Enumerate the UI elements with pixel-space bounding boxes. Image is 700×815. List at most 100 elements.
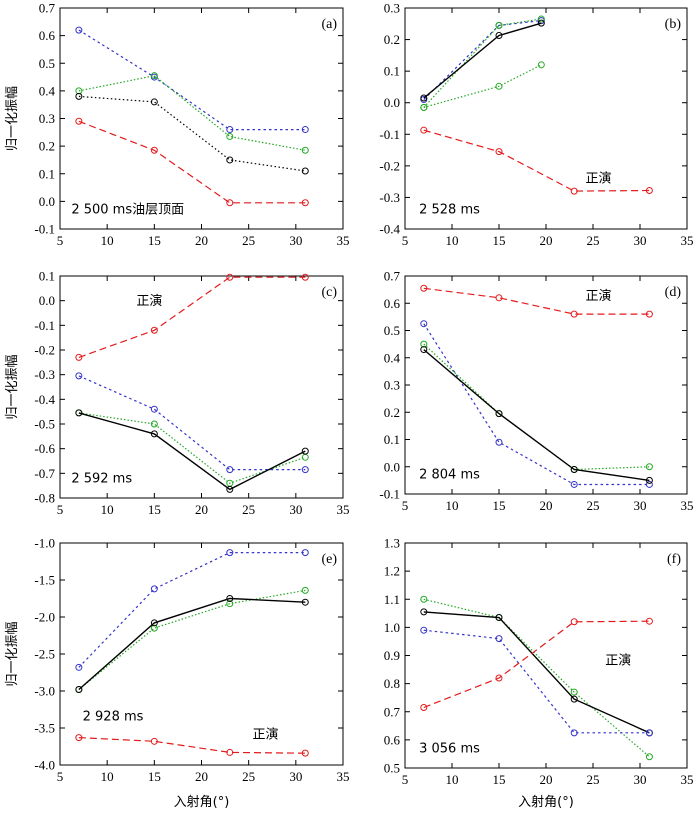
y-tick-label: 0.2	[39, 139, 55, 154]
series-line	[423, 598, 650, 758]
series-line	[423, 64, 542, 108]
panel-label: (c)	[321, 285, 337, 300]
data-point	[570, 187, 578, 195]
data-point	[537, 19, 545, 27]
x-tick-label: 30	[289, 502, 302, 517]
data-point	[75, 734, 83, 742]
data-point	[150, 405, 158, 413]
panel-label: (a)	[321, 17, 337, 32]
panel-a: 5 10 15 20 25 30 35 -0.1 0.0 0.1 0.2 0.3 0.4 0.5 0.6 0.…	[5, 1, 350, 249]
data-point	[150, 619, 158, 627]
series-line	[423, 129, 650, 192]
data-point	[226, 600, 234, 608]
y-tick-label: 0.7	[39, 1, 56, 16]
x-tick-label: 30	[634, 772, 647, 787]
forward-model-label: 正演	[585, 288, 611, 304]
y-tick-label: 0.7	[384, 269, 401, 284]
x-tick-label: 10	[101, 769, 114, 784]
x-tick-label: 15	[493, 233, 506, 248]
y-tick-label: -0.1	[379, 487, 400, 502]
series-line	[78, 551, 306, 668]
y-tick-label: 0.6	[384, 296, 401, 311]
x-axis-label: 入射角(°)	[174, 794, 230, 810]
x-tick-label: 25	[587, 772, 600, 787]
plot-frame	[59, 275, 344, 499]
x-tick-label: 10	[446, 233, 459, 248]
data-point	[495, 148, 503, 156]
data-point	[420, 704, 428, 712]
data-point	[537, 15, 545, 23]
x-tick-label: 30	[634, 498, 647, 513]
y-tick-label: -1.0	[34, 536, 55, 551]
data-point	[420, 94, 428, 102]
x-tick-label: 10	[101, 233, 114, 248]
data-point	[75, 686, 83, 694]
data-point	[570, 695, 578, 703]
forward-model-label: 正演	[585, 171, 611, 187]
x-tick-label: 25	[242, 769, 255, 784]
data-point	[150, 146, 158, 154]
series-line	[78, 120, 306, 204]
y-tick-label: -0.5	[34, 417, 55, 432]
x-tick-label: 25	[242, 502, 255, 517]
x-tick-label: 35	[681, 233, 694, 248]
series-line	[423, 620, 650, 709]
data-point	[570, 688, 578, 696]
x-tick-label: 20	[540, 772, 553, 787]
y-tick-label: 0.2	[384, 405, 400, 420]
x-tick-label: 35	[337, 769, 350, 784]
series-line	[423, 18, 542, 108]
y-tick-label: 0.6	[39, 28, 56, 43]
data-point	[226, 132, 234, 140]
y-tick-label: 0.1	[384, 64, 400, 79]
data-point	[75, 26, 83, 34]
panel-e: 5 10 15 20 25 30 35 -4.0 -3.5 -3.0 -2.5 -2.0 -1.5 -1.…	[5, 536, 350, 811]
plot-frame	[404, 7, 688, 230]
data-point	[226, 595, 234, 602]
panel-label: (d)	[665, 285, 682, 300]
series-line	[423, 22, 542, 99]
data-point	[226, 485, 234, 493]
panel-label: (f)	[667, 552, 681, 567]
y-tick-label: 0.4	[39, 83, 56, 98]
y-tick-label: 0.1	[39, 166, 55, 181]
x-tick-label: 5	[402, 233, 409, 248]
series-line	[423, 611, 650, 734]
panel-d: 5 10 15 20 25 30 35 -0.1 0.0 0.1 0.2 0.3 0.4 0.5 0.6 0.…	[379, 269, 693, 514]
y-tick-label: 0.0	[39, 293, 55, 308]
series-line	[423, 287, 650, 315]
x-tick-label: 20	[195, 502, 208, 517]
data-point	[301, 586, 309, 594]
plot-frame	[404, 275, 688, 495]
x-tick-label: 20	[540, 498, 553, 513]
x-tick-label: 35	[337, 233, 350, 248]
y-tick-label: 0.6	[384, 732, 401, 747]
y-tick-label: -0.6	[34, 441, 55, 456]
y-tick-label: -0.2	[379, 158, 400, 173]
series-line	[78, 29, 306, 131]
x-tick-label: 15	[148, 769, 161, 784]
y-tick-label: 0.9	[384, 648, 400, 663]
series-line	[78, 95, 306, 172]
y-tick-label: 0.1	[39, 269, 55, 284]
y-tick-label: -0.1	[34, 222, 55, 237]
y-tick-label: -0.2	[34, 343, 55, 358]
data-point	[495, 294, 503, 302]
series-line	[423, 20, 542, 101]
y-tick-label: 1.2	[384, 564, 400, 579]
y-tick-label: 0.1	[384, 432, 400, 447]
data-point	[570, 465, 578, 473]
time-annotation: 2 928 ms	[83, 710, 144, 725]
y-tick-label: -0.4	[379, 222, 400, 237]
time-annotation: 2 528 ms	[419, 203, 480, 218]
time-annotation: 2 592 ms	[71, 471, 132, 486]
data-point	[75, 353, 83, 361]
series-line	[423, 323, 650, 486]
data-point	[420, 346, 428, 354]
series-line	[78, 276, 306, 358]
data-point	[495, 82, 503, 90]
data-point	[150, 737, 158, 745]
x-tick-label: 30	[289, 769, 302, 784]
x-tick-label: 35	[681, 498, 694, 513]
